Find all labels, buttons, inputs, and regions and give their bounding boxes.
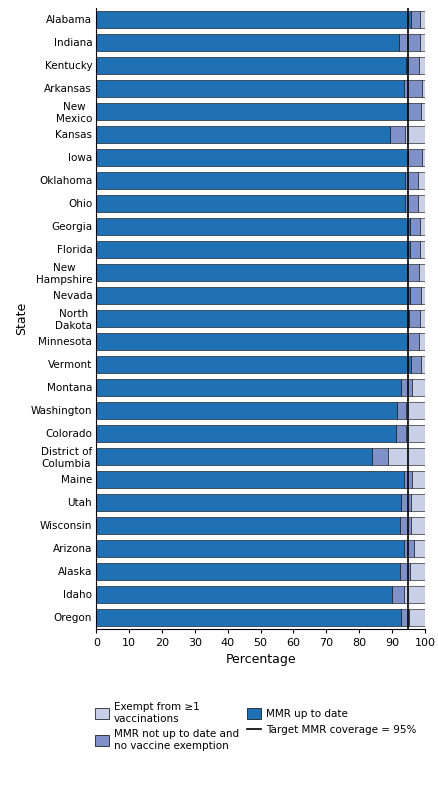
- Bar: [407, 263, 419, 281]
- Bar: [96, 586, 392, 603]
- Bar: [96, 517, 400, 534]
- Bar: [421, 149, 425, 166]
- Bar: [96, 448, 372, 465]
- Bar: [96, 540, 404, 557]
- Bar: [404, 540, 414, 557]
- Bar: [96, 470, 405, 488]
- Bar: [96, 563, 400, 580]
- Bar: [405, 195, 418, 212]
- Bar: [413, 470, 425, 488]
- Bar: [400, 517, 411, 534]
- Bar: [409, 310, 420, 327]
- Bar: [414, 540, 425, 557]
- Bar: [408, 333, 419, 350]
- Bar: [408, 149, 421, 166]
- Bar: [405, 586, 425, 603]
- Bar: [420, 310, 425, 327]
- Bar: [419, 57, 425, 74]
- Y-axis label: State: State: [15, 302, 28, 335]
- Bar: [96, 126, 390, 143]
- Bar: [96, 241, 410, 258]
- Bar: [410, 563, 425, 580]
- Bar: [396, 425, 406, 442]
- Bar: [96, 379, 401, 396]
- Bar: [96, 356, 411, 373]
- Bar: [96, 103, 407, 120]
- Bar: [96, 287, 410, 304]
- Bar: [401, 609, 410, 626]
- X-axis label: Percentage: Percentage: [225, 654, 296, 666]
- Bar: [411, 494, 425, 511]
- Bar: [405, 126, 425, 143]
- Bar: [421, 287, 425, 304]
- Bar: [390, 126, 405, 143]
- Bar: [96, 11, 411, 28]
- Bar: [397, 402, 406, 419]
- Bar: [410, 241, 420, 258]
- Bar: [420, 103, 425, 120]
- Bar: [420, 218, 425, 235]
- Bar: [96, 310, 409, 327]
- Bar: [418, 195, 425, 212]
- Bar: [410, 218, 420, 235]
- Bar: [405, 172, 418, 189]
- Bar: [403, 80, 422, 97]
- Bar: [372, 448, 388, 465]
- Bar: [407, 103, 420, 120]
- Bar: [392, 586, 405, 603]
- Bar: [401, 379, 412, 396]
- Bar: [96, 172, 405, 189]
- Bar: [96, 149, 408, 166]
- Bar: [410, 609, 425, 626]
- Legend: Exempt from ≥1
vaccinations, MMR not up to date and
no vaccine exemption, MMR up: Exempt from ≥1 vaccinations, MMR not up …: [95, 702, 417, 751]
- Bar: [400, 563, 410, 580]
- Bar: [420, 11, 425, 28]
- Bar: [406, 57, 419, 74]
- Bar: [422, 80, 425, 97]
- Bar: [96, 195, 405, 212]
- Bar: [410, 287, 421, 304]
- Bar: [405, 470, 413, 488]
- Bar: [411, 356, 421, 373]
- Bar: [419, 263, 425, 281]
- Bar: [96, 34, 399, 51]
- Bar: [96, 609, 401, 626]
- Bar: [411, 11, 420, 28]
- Bar: [96, 263, 407, 281]
- Bar: [420, 34, 425, 51]
- Bar: [421, 356, 425, 373]
- Bar: [96, 333, 408, 350]
- Bar: [406, 425, 425, 442]
- Bar: [96, 80, 403, 97]
- Bar: [401, 494, 411, 511]
- Bar: [96, 494, 401, 511]
- Bar: [419, 333, 425, 350]
- Bar: [406, 402, 425, 419]
- Bar: [388, 448, 425, 465]
- Bar: [96, 218, 410, 235]
- Bar: [96, 57, 406, 74]
- Bar: [399, 34, 420, 51]
- Bar: [411, 517, 425, 534]
- Bar: [96, 402, 397, 419]
- Bar: [420, 241, 425, 258]
- Bar: [96, 425, 396, 442]
- Bar: [418, 172, 425, 189]
- Bar: [412, 379, 425, 396]
